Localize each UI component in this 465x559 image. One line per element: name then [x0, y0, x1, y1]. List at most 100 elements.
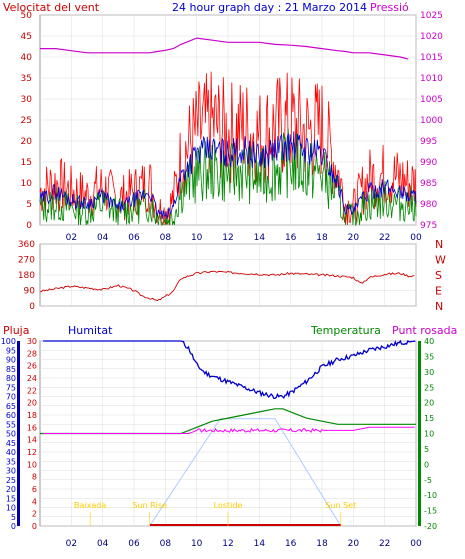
direction-tick-label: 270 [18, 256, 35, 266]
humidity-tick-label: 65 [6, 402, 16, 411]
humidity-axis-bar [17, 341, 20, 526]
astro-label: Lostide [214, 501, 243, 510]
axis-labels: 0202040406060808101012121414161618182020… [1, 11, 446, 549]
rain-tick-label: 24 [27, 374, 37, 383]
hour-label-top: 04 [97, 233, 109, 243]
wind-tick-label: 30 [21, 95, 33, 105]
temperature-tick-label: -10 [424, 491, 437, 500]
temperature-tick-label: 25 [424, 383, 434, 392]
temperature-tick-label: 5 [424, 445, 429, 454]
rain-tick-label: 8 [32, 473, 37, 482]
humidity-tick-label: 40 [6, 448, 16, 457]
rain-tick-label: 2 [32, 510, 37, 519]
humidity-tick-label: 75 [6, 383, 16, 392]
hour-label-bottom: 08 [160, 539, 172, 549]
hour-label-top: 02 [66, 233, 77, 243]
humidity-tick-label: 50 [6, 430, 16, 439]
rain-tick-label: 14 [27, 436, 37, 445]
temperature-tick-label: 30 [424, 368, 434, 377]
humidity-line [43, 339, 416, 400]
temperature-tick-label: 15 [424, 414, 434, 423]
hour-label-bottom: 20 [348, 539, 360, 549]
pressure-tick-label: 1015 [420, 53, 443, 63]
hour-label-top: 00 [410, 233, 422, 243]
hour-label-top: 22 [379, 233, 390, 243]
astro-label: Sun Rise [132, 501, 167, 510]
rain-tick-label: 10 [27, 460, 37, 469]
sun-elevation [149, 418, 342, 527]
pressure-tick-label: 1005 [420, 95, 443, 105]
pressure-tick-label: 990 [420, 158, 437, 168]
hour-label-bottom: 04 [97, 539, 109, 549]
rain-label: Pluja [3, 324, 29, 337]
temperature-tick-label: 10 [424, 430, 434, 439]
pressure-tick-label: 1020 [420, 32, 443, 42]
hour-label-bottom: 16 [285, 539, 297, 549]
rain-tick-label: 26 [27, 362, 37, 371]
hour-label-top: 16 [285, 233, 297, 243]
humidity-label: Humitat [68, 324, 113, 337]
pressure-tick-label: 975 [420, 221, 437, 231]
hour-label-bottom: 06 [128, 539, 140, 549]
pressure-tick-label: 995 [420, 137, 437, 147]
humidity-tick-label: 85 [6, 365, 16, 374]
hour-label-bottom: 18 [316, 539, 328, 549]
rain-tick-label: 6 [32, 485, 37, 494]
humidity-tick-label: 20 [6, 485, 16, 494]
rain-tick-label: 0 [32, 522, 37, 531]
pressure-tick-label: 1010 [420, 74, 443, 84]
astro-label: Sun Set [325, 501, 356, 510]
dewpoint-line [43, 426, 415, 434]
hour-label-top: 08 [160, 233, 172, 243]
humidity-tick-label: 35 [6, 457, 16, 466]
hour-label-top: 18 [316, 233, 328, 243]
wind-tick-label: 35 [21, 74, 32, 84]
sun-elevation-line [149, 418, 342, 527]
temperature-tick-label: -20 [424, 522, 437, 531]
wind-direction-line [40, 270, 415, 302]
rain-tick-label: 12 [27, 448, 37, 457]
humidity-tick-label: 55 [6, 420, 16, 429]
wind-tick-label: 10 [21, 179, 33, 189]
compass-label: E [435, 285, 442, 298]
wind-gust-line [39, 71, 417, 226]
wind-tick-label: 25 [21, 116, 32, 126]
pressure-tick-label: 1025 [420, 11, 443, 21]
graph-title: 24 hour graph day : 21 Marzo 2014 [172, 1, 367, 14]
rain-tick-label: 30 [27, 337, 37, 346]
hour-label-bottom: 10 [191, 539, 203, 549]
humidity-tick-label: 100 [1, 337, 16, 346]
wind-tick-label: 0 [26, 221, 32, 231]
direction-tick-label: 0 [29, 302, 35, 312]
humidity-tick-label: 80 [6, 374, 16, 383]
hour-label-top: 14 [254, 233, 266, 243]
humidity-tick-label: 95 [6, 346, 16, 355]
hour-label-top: 10 [191, 233, 203, 243]
hour-label-bottom: 12 [222, 539, 233, 549]
temperature-axis-bar [418, 341, 421, 526]
humidity-tick-label: 15 [6, 494, 16, 503]
temperature-tick-label: -15 [424, 507, 437, 516]
wind-tick-label: 15 [21, 158, 32, 168]
compass-label: N [435, 300, 443, 313]
compass-label: N [435, 238, 443, 251]
hour-label-bottom: 22 [379, 539, 390, 549]
temperature-tick-label: 20 [424, 399, 434, 408]
rain-tick-label: 4 [32, 497, 37, 506]
dewpoint-label: Punt rosada [392, 324, 457, 337]
wind-tick-label: 20 [21, 137, 33, 147]
wind-tick-label: 45 [21, 32, 32, 42]
hour-label-top: 12 [222, 233, 233, 243]
hour-label-bottom: 00 [410, 539, 422, 549]
humidity-tick-label: 60 [6, 411, 16, 420]
temperature-tick-label: 35 [424, 352, 434, 361]
humidity-tick-label: 45 [6, 439, 16, 448]
rain-tick-label: 18 [27, 411, 37, 420]
pressure-tick-label: 985 [420, 179, 437, 189]
wind-average-line [39, 131, 417, 220]
rain-tick-label: 16 [27, 423, 37, 432]
rain-tick-label: 22 [27, 386, 37, 395]
wind-green-line [39, 128, 417, 227]
